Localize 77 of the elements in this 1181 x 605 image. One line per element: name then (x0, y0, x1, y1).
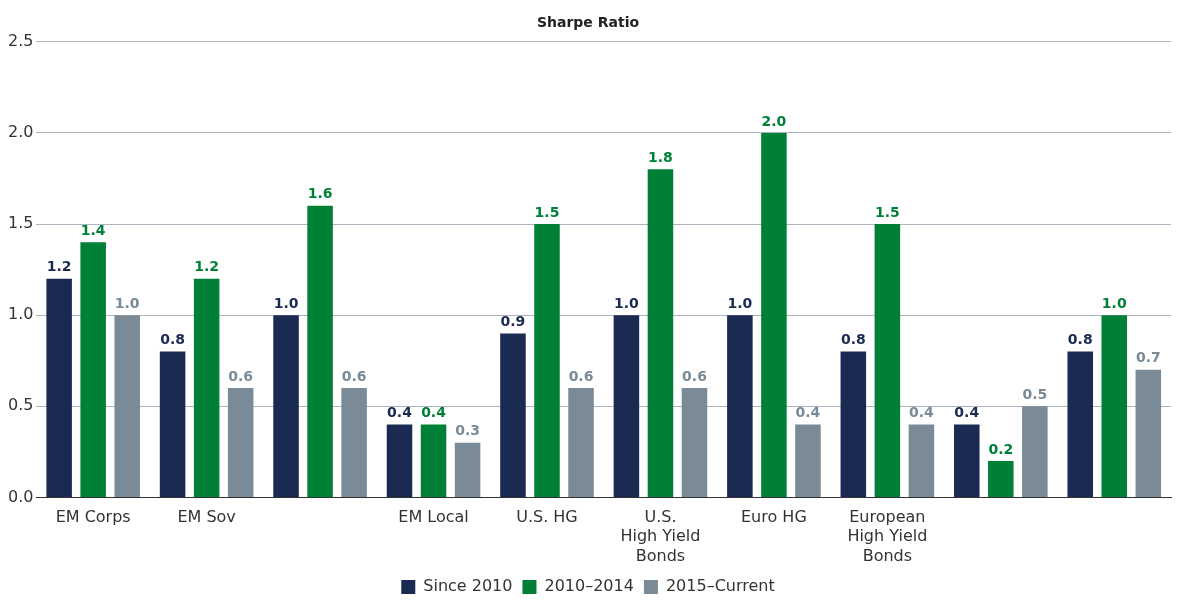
bar (647, 169, 674, 497)
legend-label: Since 2010 (423, 576, 513, 596)
data-label: 1.6 (307, 185, 333, 202)
y-tick-label: 2.5 (7, 30, 34, 50)
bar (273, 315, 299, 497)
y-tick-label: 0.5 (7, 395, 34, 415)
y-tick-label: 1.5 (7, 213, 34, 233)
data-label: 1.2 (46, 258, 72, 275)
data-label: 1.5 (874, 203, 900, 220)
data-label: 1.0 (614, 294, 640, 311)
data-label: 0.7 (1135, 349, 1161, 366)
bar (420, 424, 447, 497)
data-label: 1.0 (1101, 294, 1127, 311)
bar (1135, 369, 1162, 497)
bar (681, 388, 708, 497)
x-tick-label: EM Local (398, 507, 469, 527)
data-label: 0.4 (795, 404, 821, 421)
data-label: 1.4 (80, 221, 106, 238)
bar (307, 205, 333, 497)
data-label: 0.3 (455, 422, 480, 439)
bar (80, 242, 106, 497)
bar (908, 424, 935, 497)
bar (193, 278, 220, 497)
bar (840, 351, 867, 497)
data-label: 1.0 (273, 294, 299, 311)
bar (534, 224, 560, 497)
data-label: 0.4 (954, 404, 980, 421)
x-tick-label: U.S. High Yield Bonds (620, 507, 701, 565)
x-tick-label: European High Yield Bonds (847, 507, 928, 565)
bar (761, 132, 787, 497)
bar (954, 424, 980, 497)
data-label: 0.6 (682, 367, 707, 384)
x-tick-label: EM Corps (55, 507, 131, 527)
x-tick-label: EM Sov (177, 507, 236, 527)
bar (454, 442, 481, 497)
bar (1022, 406, 1048, 497)
bar (795, 424, 821, 497)
bar (341, 388, 367, 497)
data-label: 1.0 (727, 294, 753, 311)
data-label: 0.9 (500, 313, 526, 330)
bar (988, 460, 1014, 497)
bar (500, 333, 526, 497)
data-label: 0.8 (1067, 331, 1093, 348)
bar (386, 424, 413, 497)
y-tick-label: 2.0 (7, 122, 34, 142)
bar (1101, 315, 1128, 497)
chart-title: Sharpe Ratio (536, 14, 640, 31)
bar (114, 315, 140, 497)
bar (727, 315, 753, 497)
data-label: 1.0 (114, 294, 140, 311)
bar (568, 388, 594, 497)
bar (874, 224, 901, 497)
y-tick-label: 0.0 (7, 486, 34, 506)
bar (46, 278, 72, 497)
legend-label: 2015–Current (665, 576, 775, 596)
x-tick-label: U.S. HG (516, 507, 578, 527)
data-label: 0.6 (568, 367, 594, 384)
bar (227, 388, 254, 497)
data-label: 0.6 (341, 367, 367, 384)
bar (613, 315, 640, 497)
data-label: 0.8 (840, 331, 866, 348)
data-label: 2.0 (761, 112, 787, 129)
data-label: 1.2 (194, 258, 220, 275)
legend-label: 2010–2014 (544, 576, 634, 596)
y-tick-label: 1.0 (7, 304, 34, 324)
data-label: 0.2 (988, 440, 1014, 457)
data-label: 1.8 (648, 149, 673, 166)
data-label: 0.6 (228, 367, 254, 384)
data-label: 0.4 (387, 404, 413, 421)
data-label: 0.8 (160, 331, 185, 348)
x-tick-label: Euro HG (741, 507, 807, 527)
data-label: 0.5 (1022, 385, 1048, 402)
data-label: 1.5 (534, 203, 560, 220)
bar (159, 351, 186, 497)
data-label: 0.4 (421, 404, 447, 421)
bar (1067, 351, 1093, 497)
data-label: 0.4 (908, 404, 935, 421)
